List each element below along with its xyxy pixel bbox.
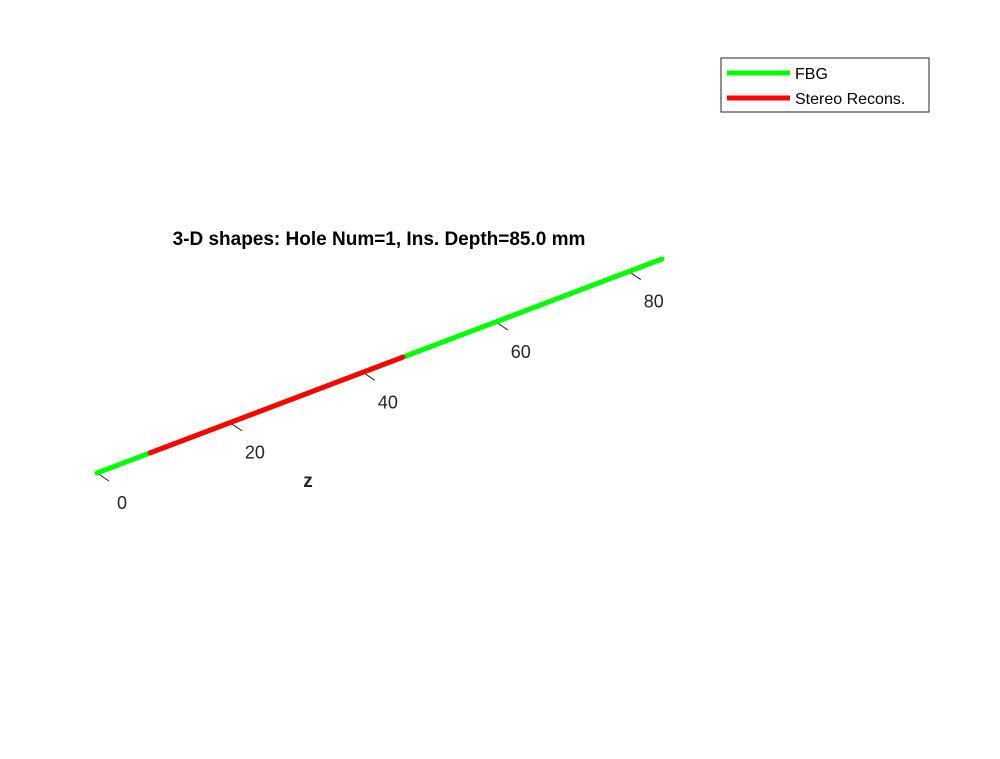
z-tick-label-80: 80 xyxy=(644,292,664,312)
z-tick-label-0: 0 xyxy=(117,493,127,513)
z-axis-ticks: 0 20 40 60 80 xyxy=(96,271,664,513)
z-tick-label-20: 20 xyxy=(245,443,265,463)
series-line-stereo-recons xyxy=(147,354,406,456)
z-axis-label: z xyxy=(303,471,313,492)
chart-title: 3-D shapes: Hole Num=1, Ins. Depth=85.0 … xyxy=(173,229,586,250)
legend-label-fbg: FBG xyxy=(795,66,828,83)
legend-box xyxy=(720,57,930,113)
z-tick-label-40: 40 xyxy=(378,392,398,412)
legend-label-stereo: Stereo Recons. xyxy=(795,91,905,108)
legend[interactable]: FBG Stereo Recons. xyxy=(720,57,930,113)
series-lines xyxy=(94,256,665,476)
z-tick-label-60: 60 xyxy=(511,342,531,362)
